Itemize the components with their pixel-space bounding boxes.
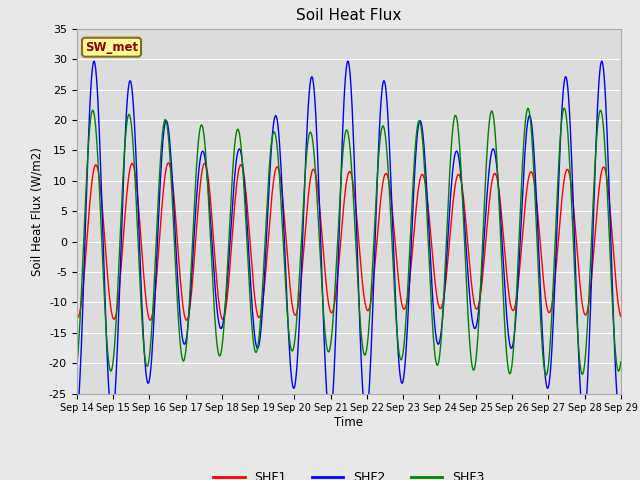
SHF3: [415, 118, 422, 124]
SHF1: [139, 258, 147, 264]
SHF3: [431, 349, 438, 355]
SHF1: [617, 313, 625, 319]
SHF3: [83, 174, 90, 180]
Line: SHF1: SHF1: [77, 163, 621, 320]
SHF2: [139, 318, 147, 324]
SHF3: [560, 105, 568, 111]
SHF2: [194, 178, 202, 184]
Line: SHF3: SHF3: [77, 108, 621, 375]
Y-axis label: Soil Heat Flux (W/m2): Soil Heat Flux (W/m2): [30, 147, 44, 276]
SHF3: [223, 280, 230, 286]
SHF2: [598, 58, 605, 64]
SHF3: [194, 144, 202, 150]
SHF1: [196, 191, 204, 196]
Line: SHF2: SHF2: [77, 61, 621, 419]
SHF2: [431, 322, 438, 327]
SHF2: [223, 288, 230, 293]
Legend: SHF1, SHF2, SHF3: SHF1, SHF2, SHF3: [209, 467, 489, 480]
SHF2: [83, 187, 90, 193]
SHF1: [164, 160, 172, 166]
SHF1: [73, 313, 81, 319]
SHF1: [417, 175, 424, 181]
Text: SW_met: SW_met: [85, 41, 138, 54]
SHF2: [415, 121, 422, 127]
SHF3: [617, 359, 625, 365]
SHF1: [433, 289, 440, 295]
SHF1: [224, 285, 232, 291]
Title: Soil Heat Flux: Soil Heat Flux: [296, 9, 401, 24]
SHF2: [580, 416, 588, 421]
SHF2: [73, 414, 81, 420]
SHF1: [83, 240, 90, 246]
SHF3: [139, 327, 147, 333]
SHF3: [73, 362, 81, 368]
SHF1: [182, 317, 190, 323]
SHF3: [542, 372, 550, 378]
X-axis label: Time: Time: [334, 416, 364, 429]
SHF2: [617, 411, 625, 417]
